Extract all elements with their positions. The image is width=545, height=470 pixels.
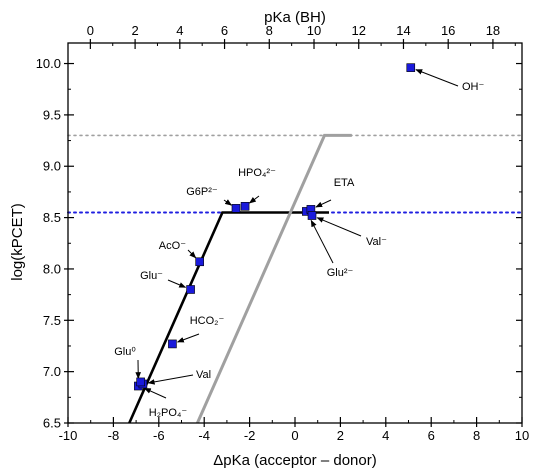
x-tick-label-bottom-7: 4 [382,428,389,443]
x-tick-label-bottom-9: 8 [473,428,480,443]
x-tick-label-bottom-3: -4 [198,428,210,443]
annotation-arrow-2 [223,199,233,206]
x-tick-label-top-2: 4 [176,23,183,38]
annotation-arrow-5 [310,219,334,264]
x-tick-label-bottom-4: -2 [244,428,256,443]
x-axis-title-top: pKa (BH) [264,9,326,26]
x-tick-label-bottom-2: -6 [153,428,165,443]
annotation-arrow-8 [176,333,200,343]
data-point-11 [406,63,416,72]
x-axis-title-bottom: ΔpKa (acceptor – donor) [213,452,376,469]
x-tick-label-bottom-1: -8 [108,428,120,443]
annotation-label-11: H₂PO₄⁻ [149,407,188,419]
annotation-label-6: AcO⁻ [159,240,186,252]
annotation-label-10: Val [196,369,211,381]
annotation-label-2: G6P²⁻ [186,186,218,198]
x-tick-label-top-1: 2 [131,23,138,38]
plot-frame [67,42,523,424]
annotation-label-8: HCO₂⁻ [190,315,225,327]
x-tick-label-top-4: 8 [266,23,273,38]
data-point-4 [186,285,195,294]
annotation-arrows-layer [135,69,459,399]
y-axis-title: log(kPCET) [9,203,26,281]
y-tick-label-3: 8.0 [43,261,61,276]
x-tick-label-bottom-6: 2 [337,428,344,443]
y-tick-label-6: 9.5 [43,107,61,122]
annotation-label-7: Glu⁻ [140,270,163,282]
annotation-arrow-4 [316,217,362,237]
x-tick-label-top-9: 18 [486,23,500,38]
data-point-6 [231,204,241,213]
data-point-10 [307,211,317,220]
trend-lines-layer [128,133,352,424]
annotation-label-3: ETA [334,177,355,189]
annotation-label-4: Val⁻ [366,236,387,248]
data-point-3 [168,339,177,349]
x-tick-label-bottom-10: 10 [515,428,529,443]
x-tick-label-bottom-0: -10 [59,428,78,443]
annotation-label-0: OH⁻ [462,81,485,93]
annotation-label-9: Glu⁰ [114,346,136,358]
x-tick-label-top-3: 6 [221,23,228,38]
data-point-2 [136,377,145,387]
ticks-layer: -10 -8 -6 -4 -2 0 2 4 6 8 10 0 2 4 6 8 10 12 14 16 18 6.5 7.0 7… [36,23,530,443]
data-point-7 [240,201,250,211]
x-tick-label-top-6: 12 [352,23,366,38]
y-tick-label-7: 10.0 [36,56,61,71]
annotation-arrow-6 [187,249,197,259]
annotation-arrow-3 [315,199,332,208]
fit-line-0 [128,211,329,424]
data-points-layer [134,63,416,391]
annotation-label-5: Glu²⁻ [327,267,354,279]
x-tick-label-bottom-5: 0 [291,428,298,443]
y-tick-label-1: 7.0 [43,364,61,379]
annotation-arrow-0 [415,69,459,87]
annotation-labels-layer: OH⁻ HPO₄²⁻ G6P²⁻ ETA Val⁻ Glu²⁻ AcO⁻ Glu⁻ HCO₂⁻ G… [114,81,484,419]
model-line-1 [196,133,352,424]
x-tick-label-top-7: 14 [396,23,410,38]
y-tick-label-5: 9.0 [43,159,61,174]
x-tick-label-top-8: 16 [441,23,455,38]
x-tick-label-top-0: 0 [87,23,94,38]
x-tick-label-top-5: 10 [307,23,321,38]
y-tick-label-2: 7.5 [43,313,61,328]
annotation-arrow-10 [147,374,194,385]
annotation-label-1: HPO₄²⁻ [238,167,276,179]
plot-frame-layer [67,42,523,424]
annotation-arrow-11 [143,387,167,399]
annotation-arrow-7 [167,279,187,288]
data-point-5 [195,257,204,267]
x-tick-label-bottom-8: 6 [428,428,435,443]
annotation-arrow-1 [248,195,260,204]
y-tick-label-0: 6.5 [43,416,61,431]
y-tick-label-4: 8.5 [43,210,61,225]
